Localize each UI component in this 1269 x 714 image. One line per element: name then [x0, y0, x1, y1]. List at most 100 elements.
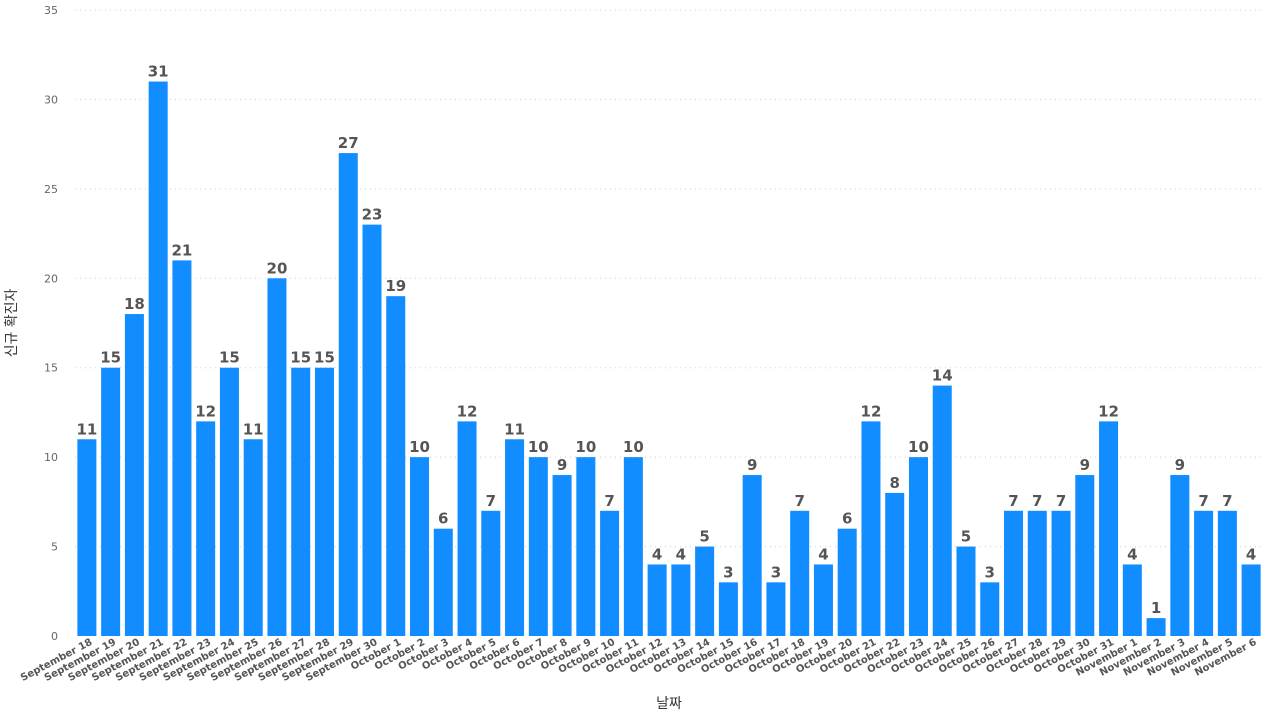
- data-label: 10: [528, 438, 549, 456]
- bar[interactable]: [718, 582, 738, 636]
- y-tick-label: 25: [44, 183, 58, 196]
- data-label: 11: [76, 420, 97, 438]
- bar[interactable]: [956, 546, 976, 636]
- bar[interactable]: [386, 296, 406, 636]
- bar[interactable]: [1146, 618, 1166, 636]
- bar[interactable]: [1241, 564, 1261, 636]
- y-tick-label: 15: [44, 362, 58, 375]
- bar[interactable]: [362, 224, 382, 636]
- bar[interactable]: [148, 81, 168, 637]
- bar[interactable]: [766, 582, 786, 636]
- bar[interactable]: [552, 475, 572, 636]
- bar[interactable]: [1051, 510, 1071, 636]
- bar[interactable]: [885, 492, 905, 636]
- data-label: 9: [1080, 456, 1090, 474]
- bar[interactable]: [1122, 564, 1142, 636]
- bar[interactable]: [314, 367, 334, 636]
- bar[interactable]: [1217, 510, 1237, 636]
- data-label: 15: [100, 349, 121, 367]
- data-label: 7: [1032, 492, 1042, 510]
- bar[interactable]: [1099, 421, 1119, 636]
- data-label: 10: [623, 438, 644, 456]
- bar[interactable]: [576, 457, 596, 636]
- data-label: 4: [652, 545, 662, 563]
- bar[interactable]: [932, 385, 952, 636]
- bar[interactable]: [908, 457, 928, 636]
- bar[interactable]: [600, 510, 620, 636]
- data-label: 12: [457, 402, 478, 420]
- data-label: 10: [409, 438, 430, 456]
- data-label: 1: [1151, 599, 1161, 617]
- bar[interactable]: [196, 421, 216, 636]
- bar[interactable]: [1194, 510, 1214, 636]
- bar[interactable]: [101, 367, 121, 636]
- data-label: 9: [1175, 456, 1185, 474]
- bar[interactable]: [410, 457, 430, 636]
- y-tick-label: 5: [51, 541, 58, 554]
- data-label: 10: [908, 438, 929, 456]
- bar[interactable]: [1027, 510, 1047, 636]
- bar[interactable]: [623, 457, 643, 636]
- bar[interactable]: [1170, 475, 1190, 636]
- data-label: 8: [890, 474, 900, 492]
- y-tick-label: 10: [44, 451, 58, 464]
- bar[interactable]: [267, 278, 287, 636]
- data-label: 9: [747, 456, 757, 474]
- bar[interactable]: [742, 475, 762, 636]
- data-label: 4: [818, 545, 828, 563]
- bar[interactable]: [291, 367, 311, 636]
- data-label: 3: [985, 563, 995, 581]
- bar[interactable]: [837, 528, 857, 636]
- data-label: 6: [438, 510, 448, 528]
- bar[interactable]: [790, 510, 810, 636]
- data-label: 7: [486, 492, 496, 510]
- bar[interactable]: [861, 421, 881, 636]
- data-label: 7: [1008, 492, 1018, 510]
- y-axis-title: 신규 확진자: [4, 288, 20, 357]
- data-label: 10: [575, 438, 596, 456]
- data-label: 27: [338, 134, 359, 152]
- bar[interactable]: [528, 457, 548, 636]
- data-label: 7: [1056, 492, 1066, 510]
- data-label: 18: [124, 295, 145, 313]
- x-axis-title: 날짜: [656, 696, 682, 712]
- data-label: 5: [961, 528, 971, 546]
- data-label: 11: [243, 420, 264, 438]
- bar[interactable]: [695, 546, 715, 636]
- bar[interactable]: [1004, 510, 1024, 636]
- data-label: 4: [676, 545, 686, 563]
- bar[interactable]: [481, 510, 501, 636]
- data-label: 23: [362, 206, 383, 224]
- bar[interactable]: [77, 439, 97, 636]
- data-label: 7: [1198, 492, 1208, 510]
- data-label: 7: [794, 492, 804, 510]
- y-tick-label: 0: [51, 630, 58, 643]
- bar[interactable]: [813, 564, 833, 636]
- data-label: 15: [219, 349, 240, 367]
- data-label: 7: [1222, 492, 1232, 510]
- bar[interactable]: [338, 153, 358, 637]
- data-label: 12: [861, 402, 882, 420]
- data-label: 3: [771, 563, 781, 581]
- bar[interactable]: [980, 582, 1000, 636]
- bar[interactable]: [457, 421, 477, 636]
- data-label: 15: [290, 349, 311, 367]
- bar[interactable]: [172, 260, 192, 636]
- data-label: 4: [1127, 545, 1137, 563]
- data-label: 12: [195, 402, 216, 420]
- y-tick-label: 30: [44, 93, 58, 106]
- bar[interactable]: [505, 439, 525, 636]
- bar[interactable]: [124, 314, 144, 636]
- bar[interactable]: [647, 564, 667, 636]
- bar[interactable]: [243, 439, 263, 636]
- bar[interactable]: [219, 367, 239, 636]
- bar[interactable]: [1075, 475, 1095, 636]
- data-label: 9: [557, 456, 567, 474]
- data-label: 20: [267, 259, 288, 277]
- bar[interactable]: [433, 528, 453, 636]
- data-label: 14: [932, 367, 953, 385]
- bar[interactable]: [671, 564, 691, 636]
- data-label: 31: [148, 63, 169, 81]
